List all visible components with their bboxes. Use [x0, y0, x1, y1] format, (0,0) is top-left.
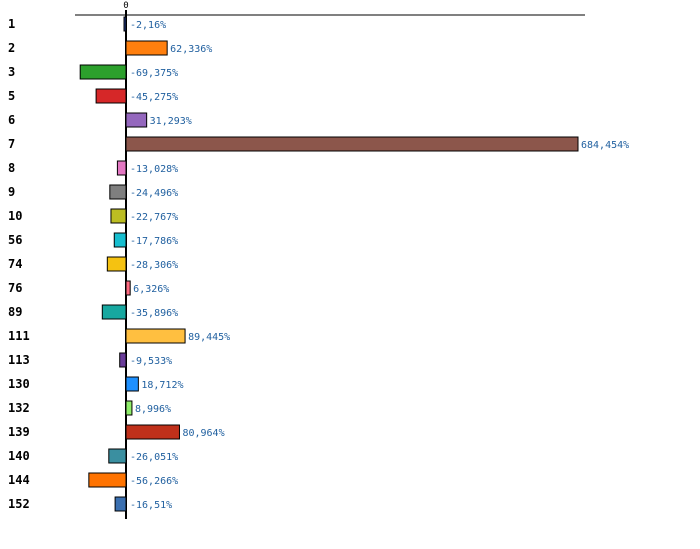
value-label: -24,496%	[130, 188, 178, 199]
value-label: -26,051%	[130, 452, 178, 463]
category-label: 152	[8, 497, 30, 511]
bar	[123, 16, 127, 32]
category-label: 130	[8, 377, 30, 391]
category-label: 5	[8, 89, 15, 103]
value-label: 18,712%	[141, 380, 183, 391]
value-label: -9,533%	[130, 356, 172, 367]
category-label: 10	[8, 209, 22, 223]
category-label: 113	[8, 353, 30, 367]
category-label: 74	[8, 257, 22, 271]
value-label: -45,275%	[130, 92, 178, 103]
category-label: 140	[8, 449, 30, 463]
value-label: 80,964%	[182, 428, 224, 439]
bar	[101, 304, 127, 320]
bar	[125, 376, 139, 392]
value-label: -2,16%	[130, 20, 166, 31]
category-label: 1	[8, 17, 15, 31]
category-label: 2	[8, 41, 15, 55]
bar	[114, 496, 127, 512]
bar	[125, 424, 180, 440]
bar	[108, 448, 127, 464]
category-label: 89	[8, 305, 22, 319]
value-label: 89,445%	[188, 332, 230, 343]
bar	[125, 400, 133, 416]
bar	[106, 256, 127, 272]
value-label: 62,336%	[170, 44, 212, 55]
bar	[116, 160, 127, 176]
category-label: 56	[8, 233, 22, 247]
bar	[125, 40, 168, 56]
bar	[88, 472, 127, 488]
value-label: -13,028%	[130, 164, 178, 175]
bar	[79, 64, 127, 80]
bar	[95, 88, 127, 104]
value-label: -16,51%	[130, 500, 172, 511]
bar	[113, 232, 127, 248]
category-label: 3	[8, 65, 15, 79]
category-label: 7	[8, 137, 15, 151]
value-label: 31,293%	[150, 116, 192, 127]
value-label: 684,454%	[581, 140, 629, 151]
value-label: -17,786%	[130, 236, 178, 247]
category-label: 111	[8, 329, 30, 343]
category-label: 144	[8, 473, 30, 487]
zero-tick-label: 0	[123, 1, 128, 11]
bar	[125, 328, 186, 344]
bar	[125, 280, 131, 296]
category-label: 76	[8, 281, 22, 295]
bar	[110, 208, 127, 224]
category-label: 9	[8, 185, 15, 199]
value-label: -22,767%	[130, 212, 178, 223]
category-label: 6	[8, 113, 15, 127]
value-label: 8,996%	[135, 404, 171, 415]
bar	[119, 352, 127, 368]
bar	[109, 184, 127, 200]
bars-group: 1 -2,16% 2 62,336% 3 -69,375% 5 -45,275% 6 31,293…	[8, 16, 629, 512]
value-label: -35,896%	[130, 308, 178, 319]
value-label: -28,306%	[130, 260, 178, 271]
bar	[125, 112, 148, 128]
bar	[125, 136, 579, 152]
value-label: 6,326%	[133, 284, 169, 295]
category-label: 132	[8, 401, 30, 415]
value-label: -56,266%	[130, 476, 178, 487]
category-label: 139	[8, 425, 30, 439]
category-label: 8	[8, 161, 15, 175]
value-label: -69,375%	[130, 68, 178, 79]
